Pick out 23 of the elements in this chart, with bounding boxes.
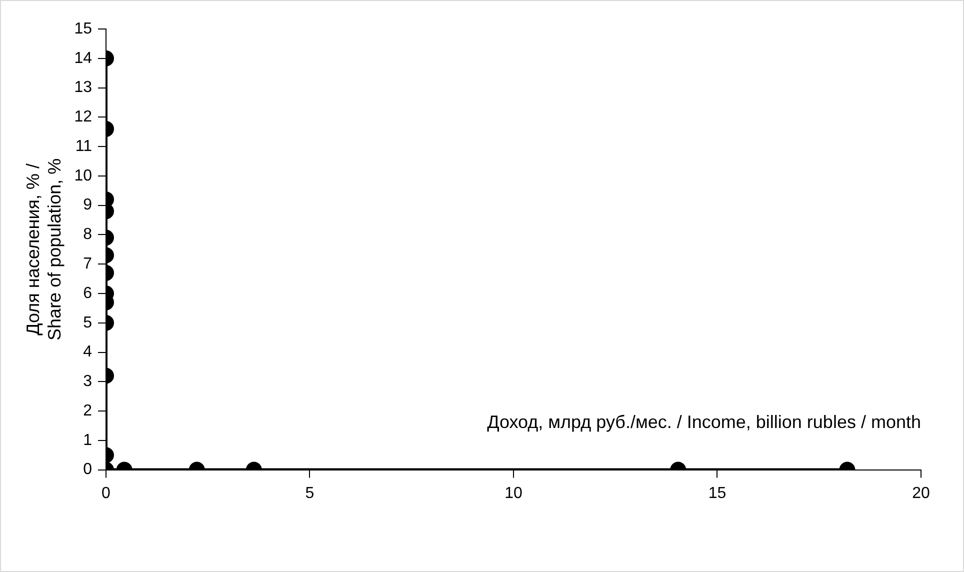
y-tick-label: 0 bbox=[83, 461, 92, 478]
y-tick-label: 6 bbox=[83, 284, 92, 302]
x-tick-label: 0 bbox=[102, 484, 111, 502]
y-tick-label: 3 bbox=[83, 373, 92, 390]
x-tick-label: 15 bbox=[708, 484, 726, 502]
y-tick-label: 5 bbox=[83, 314, 92, 332]
y-tick-label: 14 bbox=[74, 50, 92, 67]
y-tick-label: 8 bbox=[83, 226, 92, 244]
y-tick-label: 4 bbox=[83, 344, 92, 361]
x-tick-label: 5 bbox=[305, 484, 314, 502]
x-tick-label: 10 bbox=[504, 484, 522, 502]
y-axis-title: Доля населения, % / Share of population, % bbox=[22, 158, 64, 340]
y-tick-label: 13 bbox=[74, 79, 92, 96]
y-tick-label: 2 bbox=[83, 402, 92, 420]
y-tick-label: 7 bbox=[83, 256, 92, 272]
y-tick-label: 15 bbox=[74, 20, 92, 38]
x-tick-label: 20 bbox=[912, 484, 930, 502]
y-tick-label: 12 bbox=[74, 108, 92, 126]
y-tick-label: 11 bbox=[75, 138, 92, 155]
y-tick-label: 9 bbox=[83, 196, 92, 214]
x-axis-title: Доход, млрд руб./мес. / Income, billion rubles / month bbox=[487, 412, 921, 432]
y-tick-label: 10 bbox=[74, 167, 92, 184]
y-tick-label: 1 bbox=[83, 432, 92, 449]
